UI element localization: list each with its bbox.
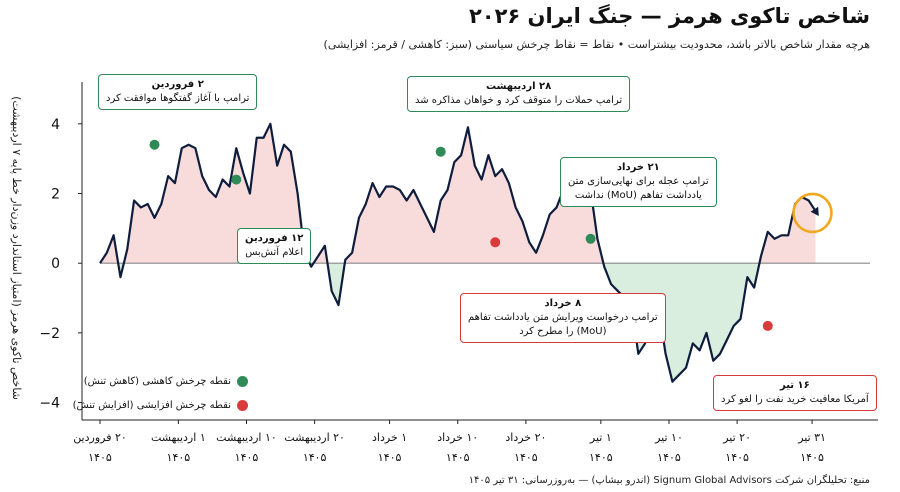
turning-point-up — [762, 320, 773, 331]
callout-text: ترامپ حملات را متوقف کرد و خواهان مذاکره… — [415, 95, 623, 106]
callout-date: ۲ فروردین — [151, 79, 204, 90]
callout-date: ۲۱ خرداد — [616, 162, 660, 173]
legend-label: نقطه چرخش افزایشی (افزایش تنش) — [72, 400, 231, 411]
x-tick-year: ۱۴۰۵ — [88, 451, 112, 464]
x-tick-year: ۱۴۰۵ — [800, 451, 824, 464]
x-tick-year: ۱۴۰۵ — [725, 451, 749, 464]
legend-label: نقطه چرخش کاهشی (کاهش تنش) — [83, 376, 231, 387]
callout-date: ۱۶ تیر — [779, 380, 810, 391]
callout-text: آمریکا معافیت خرید نفت را لغو کرد — [721, 394, 869, 405]
legend-green-dot-icon — [237, 376, 248, 387]
x-tick-label: ۱۰ اردیبهشت — [216, 431, 277, 444]
x-tick-label: ۱ اردیبهشت — [151, 431, 206, 444]
x-tick-label: ۱۰ تیر — [654, 431, 683, 444]
x-tick-year: ۱۴۰۵ — [657, 451, 681, 464]
chart-subtitle: هرچه مقدار شاخص بالاتر باشد، محدودیت بیش… — [323, 38, 870, 51]
axes-and-grid — [78, 82, 878, 424]
x-tick-label: ۱۰ خرداد — [437, 431, 478, 444]
x-tick-label: ۲۰ اردیبهشت — [284, 431, 345, 444]
callout-farvardin-12: ۱۲ فروردین اعلام آتش‌بس — [237, 228, 312, 264]
callout-farvardin-2: ۲ فروردین ترامپ با آغاز گفتگوها موافقت ک… — [98, 74, 258, 110]
y-tick-label: −2 — [39, 326, 60, 342]
turning-point-down — [585, 233, 596, 244]
legend-red-dot-icon — [237, 400, 248, 411]
turning-point-up — [490, 237, 501, 248]
x-tick-year: ۱۴۰۵ — [589, 451, 613, 464]
x-tick-year: ۱۴۰۵ — [167, 451, 191, 464]
callout-date: ۱۲ فروردین — [245, 233, 304, 244]
x-tick-label: ۱ خرداد — [372, 431, 407, 444]
y-axis-title: شاخص تاکوی هرمز (امتیاز استاندارد وزن‌دا… — [10, 96, 23, 400]
x-tick-year: ۱۴۰۵ — [235, 451, 259, 464]
legend-turn-down: نقطه چرخش کاهشی (کاهش تنش) — [84, 376, 248, 387]
callout-text: ترامپ عجله برای نهایی‌سازی متن — [568, 176, 709, 187]
x-tick-label: ۲۰ خرداد — [505, 431, 546, 444]
callout-tir-16: ۱۶ تیر آمریکا معافیت خرید نفت را لغو کرد — [713, 375, 877, 411]
latest-highlight-ring — [792, 192, 833, 234]
source-note: منبع: تحلیلگران شرکت Signum Global Advis… — [468, 475, 870, 486]
callout-date: ۲۸ اردیبهشت — [485, 81, 552, 92]
turning-point-down — [149, 139, 160, 150]
turning-point-down — [231, 174, 242, 185]
chart-title: شاخص تاکوی هرمز — جنگ ایران ۲۰۲۶ — [468, 4, 870, 28]
x-tick-label: ۱ تیر — [589, 431, 612, 444]
series-lines — [99, 122, 833, 383]
callout-text: اعلام آتش‌بس — [245, 247, 304, 258]
x-tick-year: ۱۴۰۵ — [446, 451, 470, 464]
callout-khordad-21: ۲۱ خرداد ترامپ عجله برای نهایی‌سازی متن … — [560, 157, 717, 207]
callout-text: ترامپ با آغاز گفتگوها موافقت کرد — [106, 93, 250, 104]
callout-text-2: (MoU) را مطرح کرد — [519, 326, 607, 337]
line-end-arrow-icon — [810, 206, 819, 216]
x-tick-year: ۱۴۰۵ — [514, 451, 538, 464]
turning-points — [149, 139, 773, 331]
legend-turn-up: نقطه چرخش افزایشی (افزایش تنش) — [73, 400, 248, 411]
turning-point-down — [435, 146, 446, 157]
index-line — [99, 122, 817, 383]
negative-area — [100, 263, 816, 382]
y-tick-label: 0 — [51, 256, 60, 272]
y-tick-label: 2 — [51, 187, 60, 203]
callout-text-2: یادداشت تفاهم (MoU) نداشت — [574, 190, 702, 201]
callout-date: ۸ خرداد — [544, 298, 582, 309]
y-axis-labels: −4 −2 0 2 4 — [39, 117, 60, 412]
x-tick-label: ۲۰ فروردین — [73, 431, 127, 444]
callout-ordibehesht-28: ۲۸ اردیبهشت ترامپ حملات را متوقف کرد و خ… — [407, 76, 631, 112]
x-tick-label: ۲۰ تیر — [722, 431, 751, 444]
x-tick-year: ۱۴۰۵ — [303, 451, 327, 464]
y-tick-label: −4 — [39, 396, 60, 412]
callout-text: ترامپ درخواست ویرایش متن یادداشت تفاهم — [468, 312, 658, 323]
x-tick-year: ۱۴۰۵ — [378, 451, 402, 464]
callout-khordad-8: ۸ خرداد ترامپ درخواست ویرایش متن یادداشت… — [460, 293, 666, 343]
y-tick-label: 4 — [51, 117, 60, 133]
x-tick-label: ۳۱ تیر — [797, 431, 826, 444]
x-axis-labels: ۲۰ فروردین ۱۴۰۵ ۱ اردیبهشت ۱۴۰۵ ۱۰ اردیبهشت ۱… — [73, 431, 826, 464]
